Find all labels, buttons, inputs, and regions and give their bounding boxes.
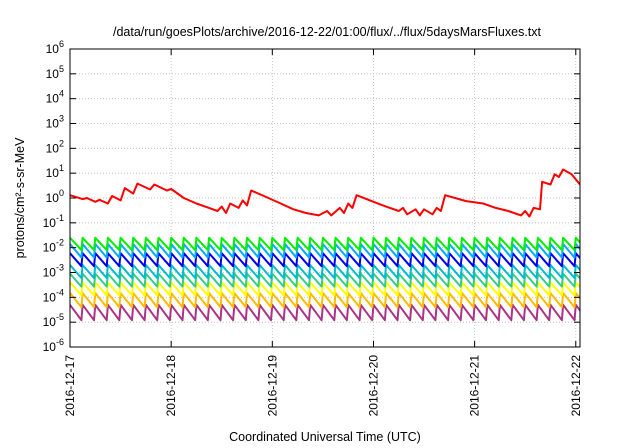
y-tick-label: 104 <box>46 89 64 106</box>
y-tick-label: 10-6 <box>43 337 64 354</box>
series-line <box>70 303 580 322</box>
series-layer <box>70 168 580 322</box>
y-tick-label: 10-1 <box>43 213 64 230</box>
y-tick-label: 10-5 <box>43 312 64 329</box>
series-line <box>70 292 580 309</box>
y-axis: 10-6 10-5 10-4 10-3 10-2 10-1 100 101 102 103 104 1… <box>43 39 580 354</box>
y-tick-label: 103 <box>46 114 64 131</box>
grid <box>70 49 580 347</box>
x-tick-label: 2016-12-18 <box>164 355 178 417</box>
x-tick-label: 2016-12-20 <box>366 355 380 417</box>
y-axis-label: protons/cm²-s-sr-MeV <box>13 137 27 259</box>
y-tick-label: 10-3 <box>43 263 64 280</box>
x-axis: 2016-12-17 2016-12-18 2016-12-19 2016-12-20… <box>63 49 583 416</box>
y-tick-label: 105 <box>46 64 64 81</box>
y-tick-label: 106 <box>46 39 64 56</box>
y-tick-label: 100 <box>46 188 64 205</box>
y-tick-label: 101 <box>46 163 64 180</box>
x-tick-label: 2016-12-22 <box>569 355 583 417</box>
series-line <box>70 236 580 252</box>
x-tick-label: 2016-12-19 <box>265 355 279 417</box>
x-tick-label: 2016-12-17 <box>63 355 77 417</box>
y-tick-label: 10-2 <box>43 238 64 255</box>
y-tick-label: 10-4 <box>43 287 64 304</box>
series-line <box>70 264 580 279</box>
chart-title: /data/run/goesPlots/archive/2016-12-22/0… <box>113 25 542 39</box>
x-tick-label: 2016-12-21 <box>468 355 482 417</box>
series-line <box>70 168 580 218</box>
y-tick-label: 102 <box>46 138 64 155</box>
x-axis-label: Coordinated Universal Time (UTC) <box>229 430 421 444</box>
